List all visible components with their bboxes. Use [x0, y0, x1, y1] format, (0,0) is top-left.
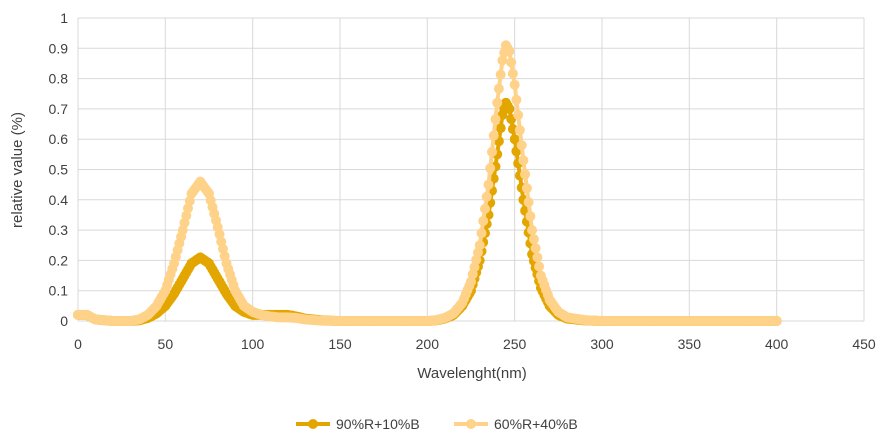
- x-tick-label: 100: [241, 336, 265, 352]
- series-point: [506, 57, 517, 68]
- series-point: [504, 103, 515, 114]
- series-point: [509, 79, 520, 90]
- x-tick-label: 150: [328, 336, 352, 352]
- x-tick-label: 400: [765, 336, 789, 352]
- x-tick-label: 350: [678, 336, 702, 352]
- y-tick-label: 0.2: [49, 252, 69, 268]
- series-point: [516, 140, 527, 151]
- series-point: [495, 123, 506, 134]
- series-point: [495, 69, 506, 80]
- series-point: [513, 110, 524, 120]
- series-point: [525, 211, 536, 222]
- series-point: [497, 55, 508, 66]
- x-tick-label: 450: [852, 336, 876, 352]
- series-point: [771, 316, 782, 326]
- series-point: [521, 183, 532, 194]
- series-point: [478, 216, 489, 226]
- legend-swatch-marker: [466, 419, 476, 429]
- series-layer: [73, 40, 782, 326]
- tick-labels: 0 0.1 0.2 0.3 0.4 0.5 0.6 0.7 0.8 0.9 1 0 50 100 150 20…: [49, 10, 876, 352]
- series-point: [490, 114, 501, 125]
- series-point: [528, 234, 539, 245]
- x-tick-label: 50: [158, 336, 174, 352]
- series-point: [481, 191, 492, 202]
- series-2: [73, 40, 782, 326]
- legend-label: 60%R+40%B: [494, 416, 578, 432]
- series-point: [527, 225, 538, 236]
- series-point: [518, 155, 529, 166]
- y-tick-label: 0.5: [49, 162, 69, 178]
- y-tick-label: 0.1: [49, 283, 69, 299]
- series-point: [504, 46, 515, 57]
- legend-swatch-marker: [308, 419, 318, 429]
- series-point: [523, 197, 534, 208]
- series-point: [511, 94, 522, 105]
- series-point: [487, 146, 497, 157]
- series-point: [476, 228, 487, 239]
- legend-item: 60%R+40%B: [454, 416, 578, 432]
- series-point: [532, 252, 543, 263]
- x-tick-label: 200: [416, 336, 440, 352]
- y-tick-label: 0.7: [49, 101, 69, 117]
- series-point: [530, 243, 541, 254]
- series-point: [492, 97, 503, 108]
- x-tick-label: 300: [590, 336, 614, 352]
- series-point: [483, 179, 494, 190]
- y-tick-label: 0.3: [49, 222, 69, 238]
- series-point: [520, 169, 531, 180]
- series-point: [485, 163, 496, 174]
- series-point: [514, 125, 525, 136]
- y-tick-label: 0: [60, 313, 68, 329]
- x-tick-label: 250: [503, 336, 527, 352]
- y-tick-label: 0.8: [49, 71, 69, 87]
- y-axis-title: relative value (%): [9, 112, 26, 228]
- series-point: [507, 68, 518, 79]
- y-tick-label: 0.6: [49, 131, 69, 147]
- series-point: [509, 134, 520, 145]
- y-tick-label: 1: [60, 10, 68, 26]
- legend-item: 90%R+10%B: [296, 416, 420, 432]
- series-point: [480, 203, 490, 214]
- legend: 90%R+10%B 60%R+40%B: [296, 416, 578, 432]
- y-tick-label: 0.4: [49, 192, 69, 208]
- series-point: [488, 130, 499, 141]
- x-tick-label: 0: [74, 336, 82, 352]
- y-tick-label: 0.9: [49, 40, 69, 56]
- series-point: [534, 261, 545, 272]
- grid: [77, 17, 865, 322]
- x-axis-title: Wavelenght(nm): [417, 365, 526, 382]
- series-point: [474, 240, 485, 251]
- legend-label: 90%R+10%B: [336, 416, 420, 432]
- series-point: [493, 83, 504, 94]
